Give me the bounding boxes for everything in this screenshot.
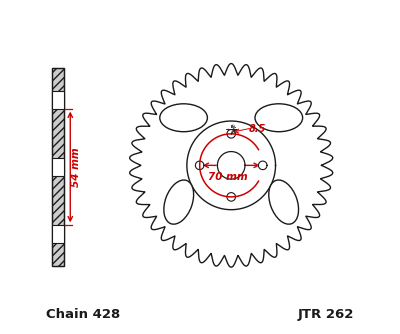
Bar bbox=[52, 68, 64, 266]
Polygon shape bbox=[130, 63, 333, 267]
Text: 54 mm: 54 mm bbox=[70, 147, 80, 187]
Polygon shape bbox=[227, 193, 236, 201]
Text: 70 mm: 70 mm bbox=[208, 172, 248, 182]
Bar bbox=[52, 225, 64, 243]
Ellipse shape bbox=[164, 180, 194, 224]
Polygon shape bbox=[196, 161, 204, 170]
Ellipse shape bbox=[255, 104, 303, 132]
Ellipse shape bbox=[269, 180, 298, 224]
Polygon shape bbox=[227, 130, 236, 138]
Text: Chain 428: Chain 428 bbox=[46, 308, 120, 321]
Ellipse shape bbox=[160, 104, 208, 132]
Bar bbox=[52, 68, 64, 266]
Bar bbox=[52, 68, 64, 266]
Polygon shape bbox=[187, 121, 276, 210]
Polygon shape bbox=[218, 152, 245, 179]
Text: JTR 262: JTR 262 bbox=[298, 308, 354, 321]
Polygon shape bbox=[258, 161, 267, 170]
Text: 8.5: 8.5 bbox=[249, 124, 266, 134]
Bar bbox=[52, 158, 64, 176]
Bar bbox=[52, 91, 64, 109]
